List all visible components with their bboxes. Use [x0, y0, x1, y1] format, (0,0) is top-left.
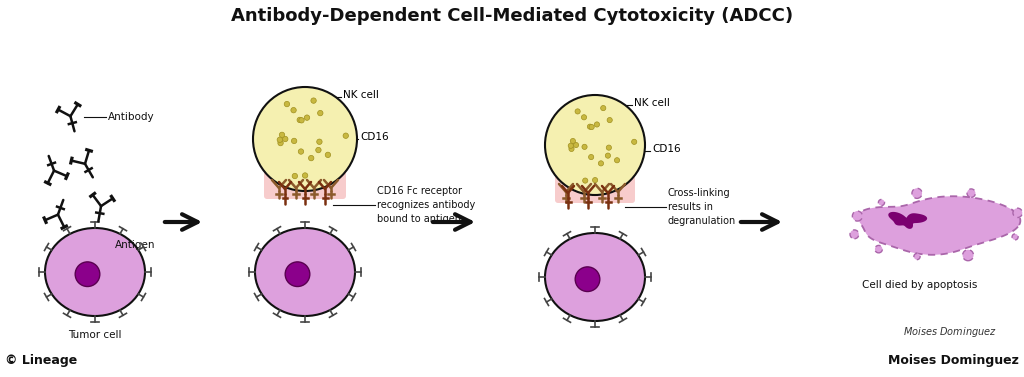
Text: CD16: CD16	[360, 132, 389, 142]
Circle shape	[879, 199, 885, 205]
Circle shape	[850, 230, 859, 239]
Circle shape	[582, 144, 587, 149]
Text: Moises Dominguez: Moises Dominguez	[888, 354, 1019, 367]
Circle shape	[589, 124, 594, 130]
Circle shape	[292, 173, 298, 179]
Text: Tumor cell: Tumor cell	[69, 330, 122, 340]
Circle shape	[285, 101, 290, 107]
Circle shape	[583, 178, 588, 183]
Circle shape	[299, 118, 304, 123]
Text: Cross-linking
results in
degranulation: Cross-linking results in degranulation	[668, 188, 736, 226]
Text: © Lineage: © Lineage	[5, 354, 77, 367]
Circle shape	[280, 132, 285, 138]
Circle shape	[605, 153, 610, 158]
Circle shape	[593, 178, 598, 183]
Circle shape	[292, 138, 297, 144]
Circle shape	[570, 138, 575, 144]
Text: Antigen: Antigen	[115, 240, 156, 250]
Circle shape	[304, 115, 309, 120]
Circle shape	[582, 115, 587, 120]
Circle shape	[1012, 234, 1018, 240]
Circle shape	[614, 158, 620, 163]
Ellipse shape	[545, 233, 645, 321]
Circle shape	[852, 211, 862, 221]
Text: CD16: CD16	[652, 144, 681, 154]
Circle shape	[598, 161, 603, 166]
Circle shape	[575, 109, 581, 114]
FancyBboxPatch shape	[264, 163, 346, 199]
Circle shape	[601, 106, 606, 111]
Circle shape	[278, 140, 284, 146]
Circle shape	[343, 133, 348, 138]
Circle shape	[963, 250, 974, 261]
Text: Antibody: Antibody	[108, 112, 155, 122]
Circle shape	[297, 117, 302, 123]
Circle shape	[588, 124, 593, 129]
Circle shape	[913, 253, 921, 260]
Circle shape	[573, 143, 579, 148]
Circle shape	[594, 122, 599, 127]
Ellipse shape	[255, 228, 355, 316]
Circle shape	[874, 245, 883, 253]
Circle shape	[311, 98, 316, 103]
Text: NK cell: NK cell	[634, 98, 670, 108]
Circle shape	[568, 143, 573, 149]
Ellipse shape	[45, 228, 145, 316]
Circle shape	[545, 95, 645, 195]
Circle shape	[1013, 208, 1022, 218]
Circle shape	[283, 136, 288, 142]
Circle shape	[298, 149, 304, 154]
Circle shape	[75, 262, 99, 287]
Text: Antibody-Dependent Cell-Mediated Cytotoxicity (ADCC): Antibody-Dependent Cell-Mediated Cytotox…	[231, 7, 793, 25]
Circle shape	[326, 152, 331, 158]
Circle shape	[302, 173, 308, 178]
Circle shape	[569, 146, 574, 152]
Circle shape	[632, 139, 637, 144]
Circle shape	[315, 147, 322, 153]
Circle shape	[967, 189, 976, 197]
Circle shape	[317, 110, 323, 116]
Circle shape	[291, 107, 296, 113]
Circle shape	[589, 155, 594, 159]
Circle shape	[308, 155, 314, 161]
FancyBboxPatch shape	[555, 167, 635, 203]
Polygon shape	[888, 212, 927, 229]
Circle shape	[912, 188, 922, 198]
Circle shape	[606, 145, 611, 150]
Circle shape	[575, 267, 600, 291]
Text: CD16 Fc receptor
recognizes antibody
bound to antigen: CD16 Fc receptor recognizes antibody bou…	[377, 186, 475, 224]
Circle shape	[285, 262, 310, 287]
Text: NK cell: NK cell	[343, 90, 379, 100]
Circle shape	[253, 87, 357, 191]
Circle shape	[278, 137, 283, 143]
Circle shape	[607, 118, 612, 123]
Circle shape	[316, 139, 323, 144]
Polygon shape	[858, 196, 1020, 255]
Text: $\mathit{Moises\ Dominguez}$: $\mathit{Moises\ Dominguez}$	[903, 325, 997, 339]
Text: Cell died by apoptosis: Cell died by apoptosis	[862, 280, 978, 290]
